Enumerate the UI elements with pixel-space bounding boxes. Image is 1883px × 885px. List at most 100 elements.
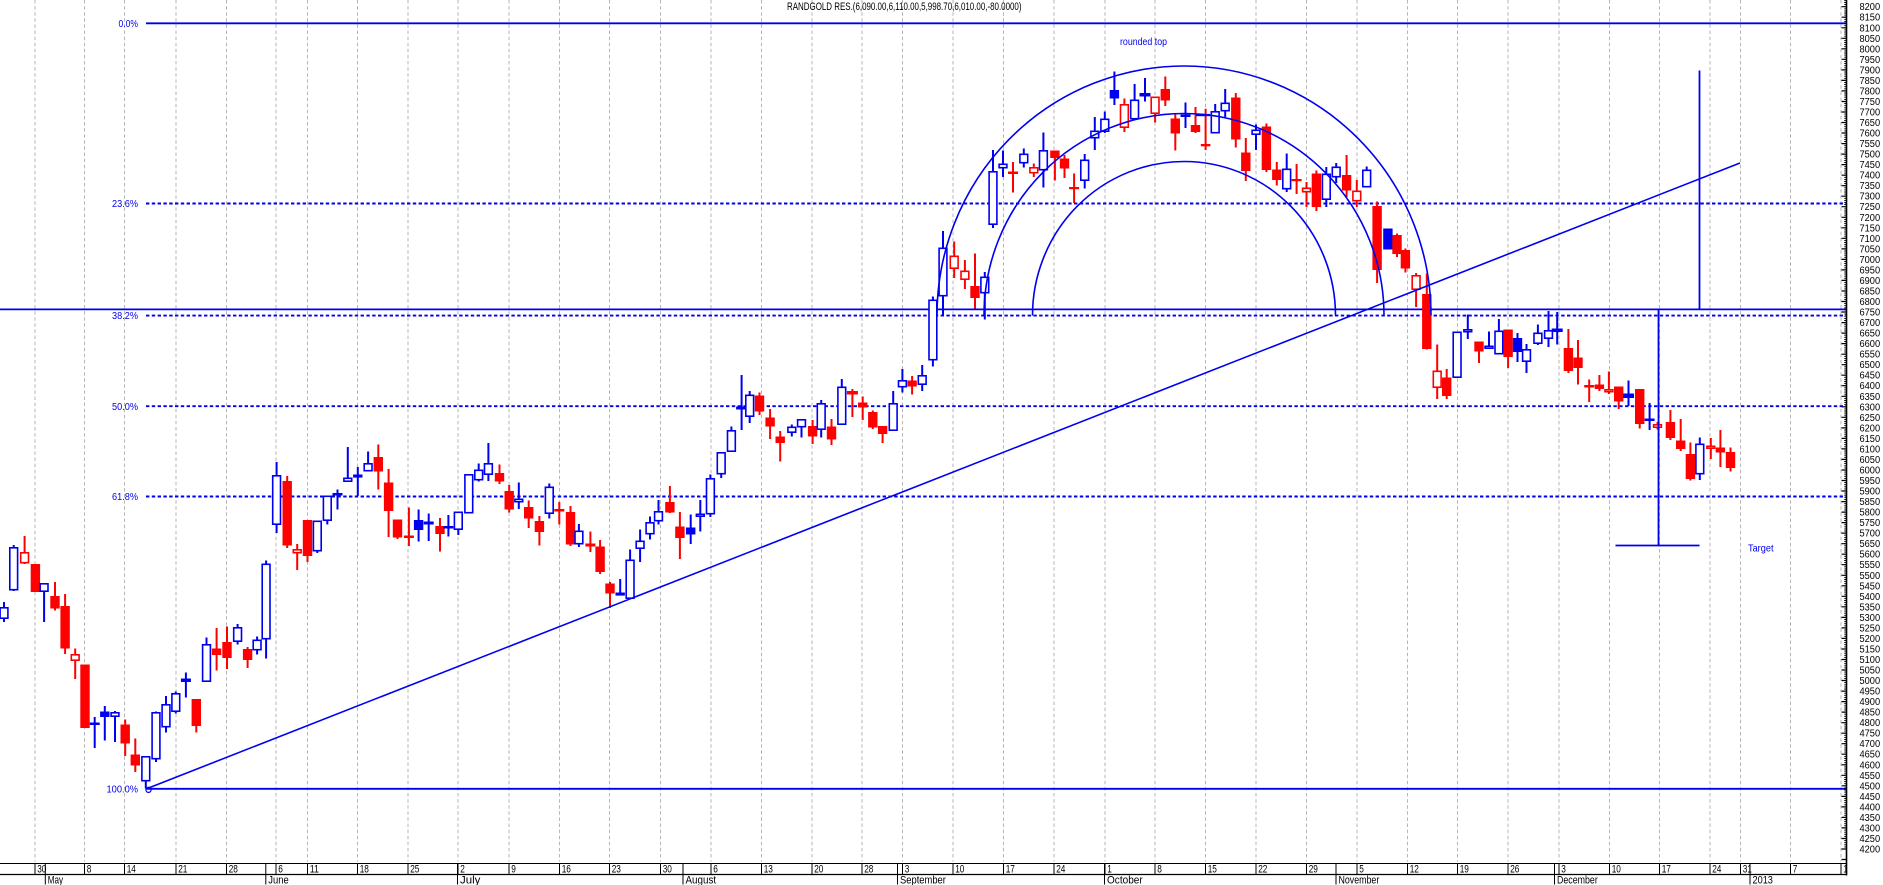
svg-text:50.0%: 50.0% — [112, 402, 138, 413]
svg-text:5350: 5350 — [1860, 602, 1881, 613]
svg-text:31: 31 — [1743, 864, 1752, 876]
svg-text:8: 8 — [87, 864, 92, 876]
svg-text:7050: 7050 — [1860, 244, 1881, 255]
svg-text:5950: 5950 — [1860, 476, 1881, 487]
svg-text:5850: 5850 — [1860, 497, 1881, 508]
svg-text:6850: 6850 — [1860, 287, 1881, 298]
svg-text:RANDGOLD RES.(6,090.00,6,110.0: RANDGOLD RES.(6,090.00,6,110.00,5,998.70… — [787, 1, 1022, 13]
svg-text:5300: 5300 — [1860, 613, 1881, 624]
svg-text:May: May — [48, 874, 64, 885]
svg-text:November: November — [1339, 874, 1380, 885]
svg-text:July: July — [460, 874, 481, 885]
svg-text:5100: 5100 — [1860, 655, 1881, 666]
svg-text:61.8%: 61.8% — [112, 492, 138, 503]
svg-text:7150: 7150 — [1860, 223, 1881, 234]
svg-text:23: 23 — [612, 864, 621, 876]
svg-text:7200: 7200 — [1860, 213, 1881, 224]
svg-text:23.6%: 23.6% — [112, 199, 138, 210]
svg-text:6800: 6800 — [1860, 297, 1881, 308]
svg-text:7100: 7100 — [1860, 234, 1881, 245]
svg-text:26: 26 — [1510, 864, 1519, 876]
svg-text:December: December — [1557, 874, 1598, 885]
svg-text:2: 2 — [460, 864, 465, 876]
svg-text:7450: 7450 — [1860, 160, 1881, 171]
svg-text:7300: 7300 — [1860, 192, 1881, 203]
svg-text:4600: 4600 — [1860, 760, 1881, 771]
svg-text:4350: 4350 — [1860, 813, 1881, 824]
svg-text:5900: 5900 — [1860, 487, 1881, 498]
svg-text:5150: 5150 — [1860, 645, 1881, 656]
svg-text:10: 10 — [1612, 864, 1621, 876]
svg-text:6700: 6700 — [1860, 318, 1881, 329]
svg-text:15: 15 — [1208, 864, 1217, 876]
svg-text:17: 17 — [1662, 864, 1671, 876]
svg-text:2013: 2013 — [1753, 874, 1773, 885]
svg-text:5800: 5800 — [1860, 508, 1881, 519]
svg-text:3: 3 — [1561, 864, 1566, 876]
svg-text:September: September — [900, 874, 946, 885]
svg-text:8150: 8150 — [1860, 13, 1881, 24]
svg-text:4200: 4200 — [1860, 845, 1881, 856]
svg-text:18: 18 — [360, 864, 369, 876]
svg-text:7: 7 — [1793, 864, 1798, 876]
svg-text:7800: 7800 — [1860, 86, 1881, 97]
svg-text:June: June — [268, 874, 288, 885]
svg-text:Target: Target — [1748, 544, 1774, 555]
svg-text:30: 30 — [37, 864, 46, 876]
svg-text:22: 22 — [1258, 864, 1267, 876]
svg-text:1: 1 — [1107, 864, 1112, 876]
svg-text:6200: 6200 — [1860, 423, 1881, 434]
svg-text:7700: 7700 — [1860, 108, 1881, 119]
svg-text:6250: 6250 — [1860, 413, 1881, 424]
svg-text:6750: 6750 — [1860, 308, 1881, 319]
svg-text:28: 28 — [229, 864, 238, 876]
svg-text:7350: 7350 — [1860, 181, 1881, 192]
svg-text:25: 25 — [410, 864, 419, 876]
svg-text:6150: 6150 — [1860, 434, 1881, 445]
svg-text:21: 21 — [178, 864, 187, 876]
svg-text:6950: 6950 — [1860, 265, 1881, 276]
svg-text:6900: 6900 — [1860, 276, 1881, 287]
svg-text:7250: 7250 — [1860, 202, 1881, 213]
svg-text:5650: 5650 — [1860, 539, 1881, 550]
svg-text:6400: 6400 — [1860, 381, 1881, 392]
svg-text:4750: 4750 — [1860, 729, 1881, 740]
svg-text:9: 9 — [511, 864, 516, 876]
svg-text:1: 1 — [1843, 864, 1848, 876]
svg-text:6050: 6050 — [1860, 455, 1881, 466]
svg-text:4250: 4250 — [1860, 834, 1881, 845]
svg-text:4550: 4550 — [1860, 771, 1881, 782]
svg-text:4900: 4900 — [1860, 697, 1881, 708]
svg-text:29: 29 — [1309, 864, 1318, 876]
svg-text:8: 8 — [1157, 864, 1162, 876]
svg-text:100.0%: 100.0% — [107, 784, 139, 795]
svg-text:8100: 8100 — [1860, 23, 1881, 34]
svg-text:7950: 7950 — [1860, 55, 1881, 66]
svg-text:5050: 5050 — [1860, 666, 1881, 677]
svg-text:24: 24 — [1712, 864, 1721, 876]
svg-text:4650: 4650 — [1860, 750, 1881, 761]
svg-text:14: 14 — [127, 864, 136, 876]
svg-text:6550: 6550 — [1860, 350, 1881, 361]
svg-text:0.0%: 0.0% — [119, 19, 139, 30]
svg-text:6100: 6100 — [1860, 444, 1881, 455]
svg-text:8200: 8200 — [1860, 2, 1881, 13]
svg-text:13: 13 — [764, 864, 773, 876]
svg-text:5400: 5400 — [1860, 592, 1881, 603]
svg-text:10: 10 — [955, 864, 964, 876]
svg-text:5250: 5250 — [1860, 623, 1881, 634]
svg-text:7750: 7750 — [1860, 97, 1881, 108]
svg-text:5: 5 — [1359, 864, 1364, 876]
svg-text:11: 11 — [310, 864, 319, 876]
svg-text:6: 6 — [713, 864, 718, 876]
svg-text:16: 16 — [562, 864, 571, 876]
svg-text:6: 6 — [278, 864, 283, 876]
svg-text:6500: 6500 — [1860, 360, 1881, 371]
svg-text:17: 17 — [1006, 864, 1015, 876]
svg-text:4500: 4500 — [1860, 781, 1881, 792]
svg-text:4950: 4950 — [1860, 687, 1881, 698]
svg-text:7400: 7400 — [1860, 171, 1881, 182]
svg-text:rounded top: rounded top — [1120, 37, 1167, 48]
svg-text:3: 3 — [905, 864, 910, 876]
svg-text:8050: 8050 — [1860, 34, 1881, 45]
